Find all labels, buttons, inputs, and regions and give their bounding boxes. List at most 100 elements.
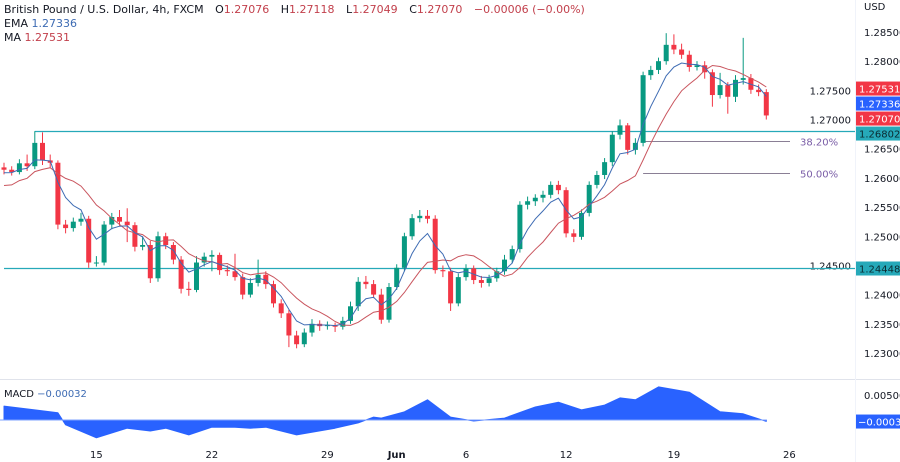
price-tag-label: 1.27070: [859, 115, 900, 126]
candle-down: [478, 280, 484, 283]
x-tick-label: 12: [560, 450, 573, 461]
candle-up: [509, 249, 515, 260]
ema-line: [3, 62, 767, 327]
x-tick-label: 6: [463, 450, 469, 461]
y-tick-label: 1.23500: [864, 320, 900, 331]
candle-up: [255, 274, 261, 283]
candle-up: [594, 174, 600, 185]
candle-down: [63, 224, 69, 229]
candle-down: [625, 125, 631, 150]
candle-down: [263, 274, 269, 285]
candle-up: [525, 201, 531, 205]
candle-down: [40, 142, 45, 161]
close-label: C: [409, 3, 417, 16]
open-value: 1.27076: [223, 3, 270, 16]
candle-up: [733, 79, 738, 97]
candle-down: [294, 335, 300, 345]
x-tick-label: 26: [783, 450, 796, 461]
candle-up: [717, 85, 723, 96]
price-tag: [856, 111, 900, 126]
candle-up: [101, 224, 107, 263]
candle-down: [55, 162, 61, 225]
candle-down: [186, 288, 192, 290]
level-price-tag: [856, 126, 900, 141]
level-price-tag-label: 1.24448: [859, 265, 900, 276]
candle-down: [224, 270, 230, 272]
macd-value-tag-label: −0.00032: [858, 418, 900, 429]
candle-down: [763, 92, 769, 116]
candle-up: [355, 281, 361, 307]
candle-up: [140, 245, 146, 247]
ema-value: 1.27336: [31, 17, 77, 30]
candle-down: [217, 254, 223, 271]
symbol-title: British Pound / U.S. Dollar, 4h, FXCM: [4, 3, 204, 16]
fib-level-label: 50.00%: [800, 170, 838, 181]
candle-up: [401, 236, 407, 268]
macd-value-tag: [856, 414, 900, 429]
candle-up: [109, 217, 115, 225]
candle-down: [671, 44, 677, 50]
candle-up: [656, 61, 661, 70]
candle-down: [147, 245, 153, 279]
x-tick-label: 22: [206, 450, 219, 461]
candle-up: [586, 184, 592, 213]
candle-up: [324, 324, 330, 327]
open-label: O: [215, 3, 224, 16]
candle-up: [417, 215, 423, 219]
candle-down: [240, 277, 246, 295]
candle-down: [117, 217, 122, 222]
candle-up: [617, 125, 623, 135]
candle-down: [709, 72, 715, 96]
candle-up: [247, 282, 253, 295]
level-price-tag: [856, 261, 900, 276]
y-tick-label: 1.27000: [810, 116, 851, 127]
candle-down: [232, 271, 238, 278]
y-tick-label: 1.27500: [810, 86, 851, 97]
candle-up: [155, 236, 161, 279]
candle-up: [532, 197, 538, 202]
candle-down: [725, 85, 731, 97]
price-tag-label: 1.27336: [859, 100, 900, 111]
ema-label: EMA: [4, 17, 28, 30]
candle-up: [455, 277, 461, 304]
fib-level-label: 38.20%: [800, 138, 838, 149]
ema-legend[interactable]: EMA 1.27336: [4, 17, 77, 31]
candle-up: [602, 162, 608, 175]
candle-up: [640, 75, 646, 143]
ma-legend[interactable]: MA 1.27531: [4, 31, 70, 45]
candle-down: [440, 270, 446, 272]
candle-up: [201, 256, 207, 263]
candle-down: [363, 281, 369, 285]
macd-area: [3, 386, 767, 439]
candle-down: [378, 294, 384, 320]
candle-up: [648, 69, 654, 76]
candle-down: [448, 271, 454, 304]
candle-down: [555, 184, 561, 191]
currency-label: USD: [864, 2, 886, 13]
candle-up: [579, 212, 584, 237]
macd-value: −0.00032: [37, 389, 87, 400]
symbol-legend: British Pound / U.S. Dollar, 4h, FXCM O1…: [4, 3, 585, 17]
candle-down: [24, 163, 30, 167]
price-tag: [856, 81, 900, 96]
candle-down: [178, 259, 184, 289]
ma-value: 1.27531: [24, 31, 71, 44]
candle-up: [502, 259, 507, 272]
candle-up: [494, 271, 500, 279]
candle-up: [348, 306, 353, 321]
candle-down: [170, 245, 176, 260]
candle-down: [571, 233, 577, 237]
candle-up: [93, 262, 99, 264]
candle-down: [132, 225, 138, 247]
candle-down: [702, 65, 708, 73]
candle-down: [563, 190, 569, 234]
macd-label: MACD: [4, 389, 34, 400]
candle-down: [432, 218, 438, 271]
macd-legend[interactable]: MACD −0.00032: [4, 388, 87, 402]
candle-up: [663, 44, 669, 62]
candle-down: [679, 49, 685, 55]
candle-up: [309, 323, 315, 333]
ma-label: MA: [4, 31, 22, 44]
candle-down: [756, 89, 762, 93]
